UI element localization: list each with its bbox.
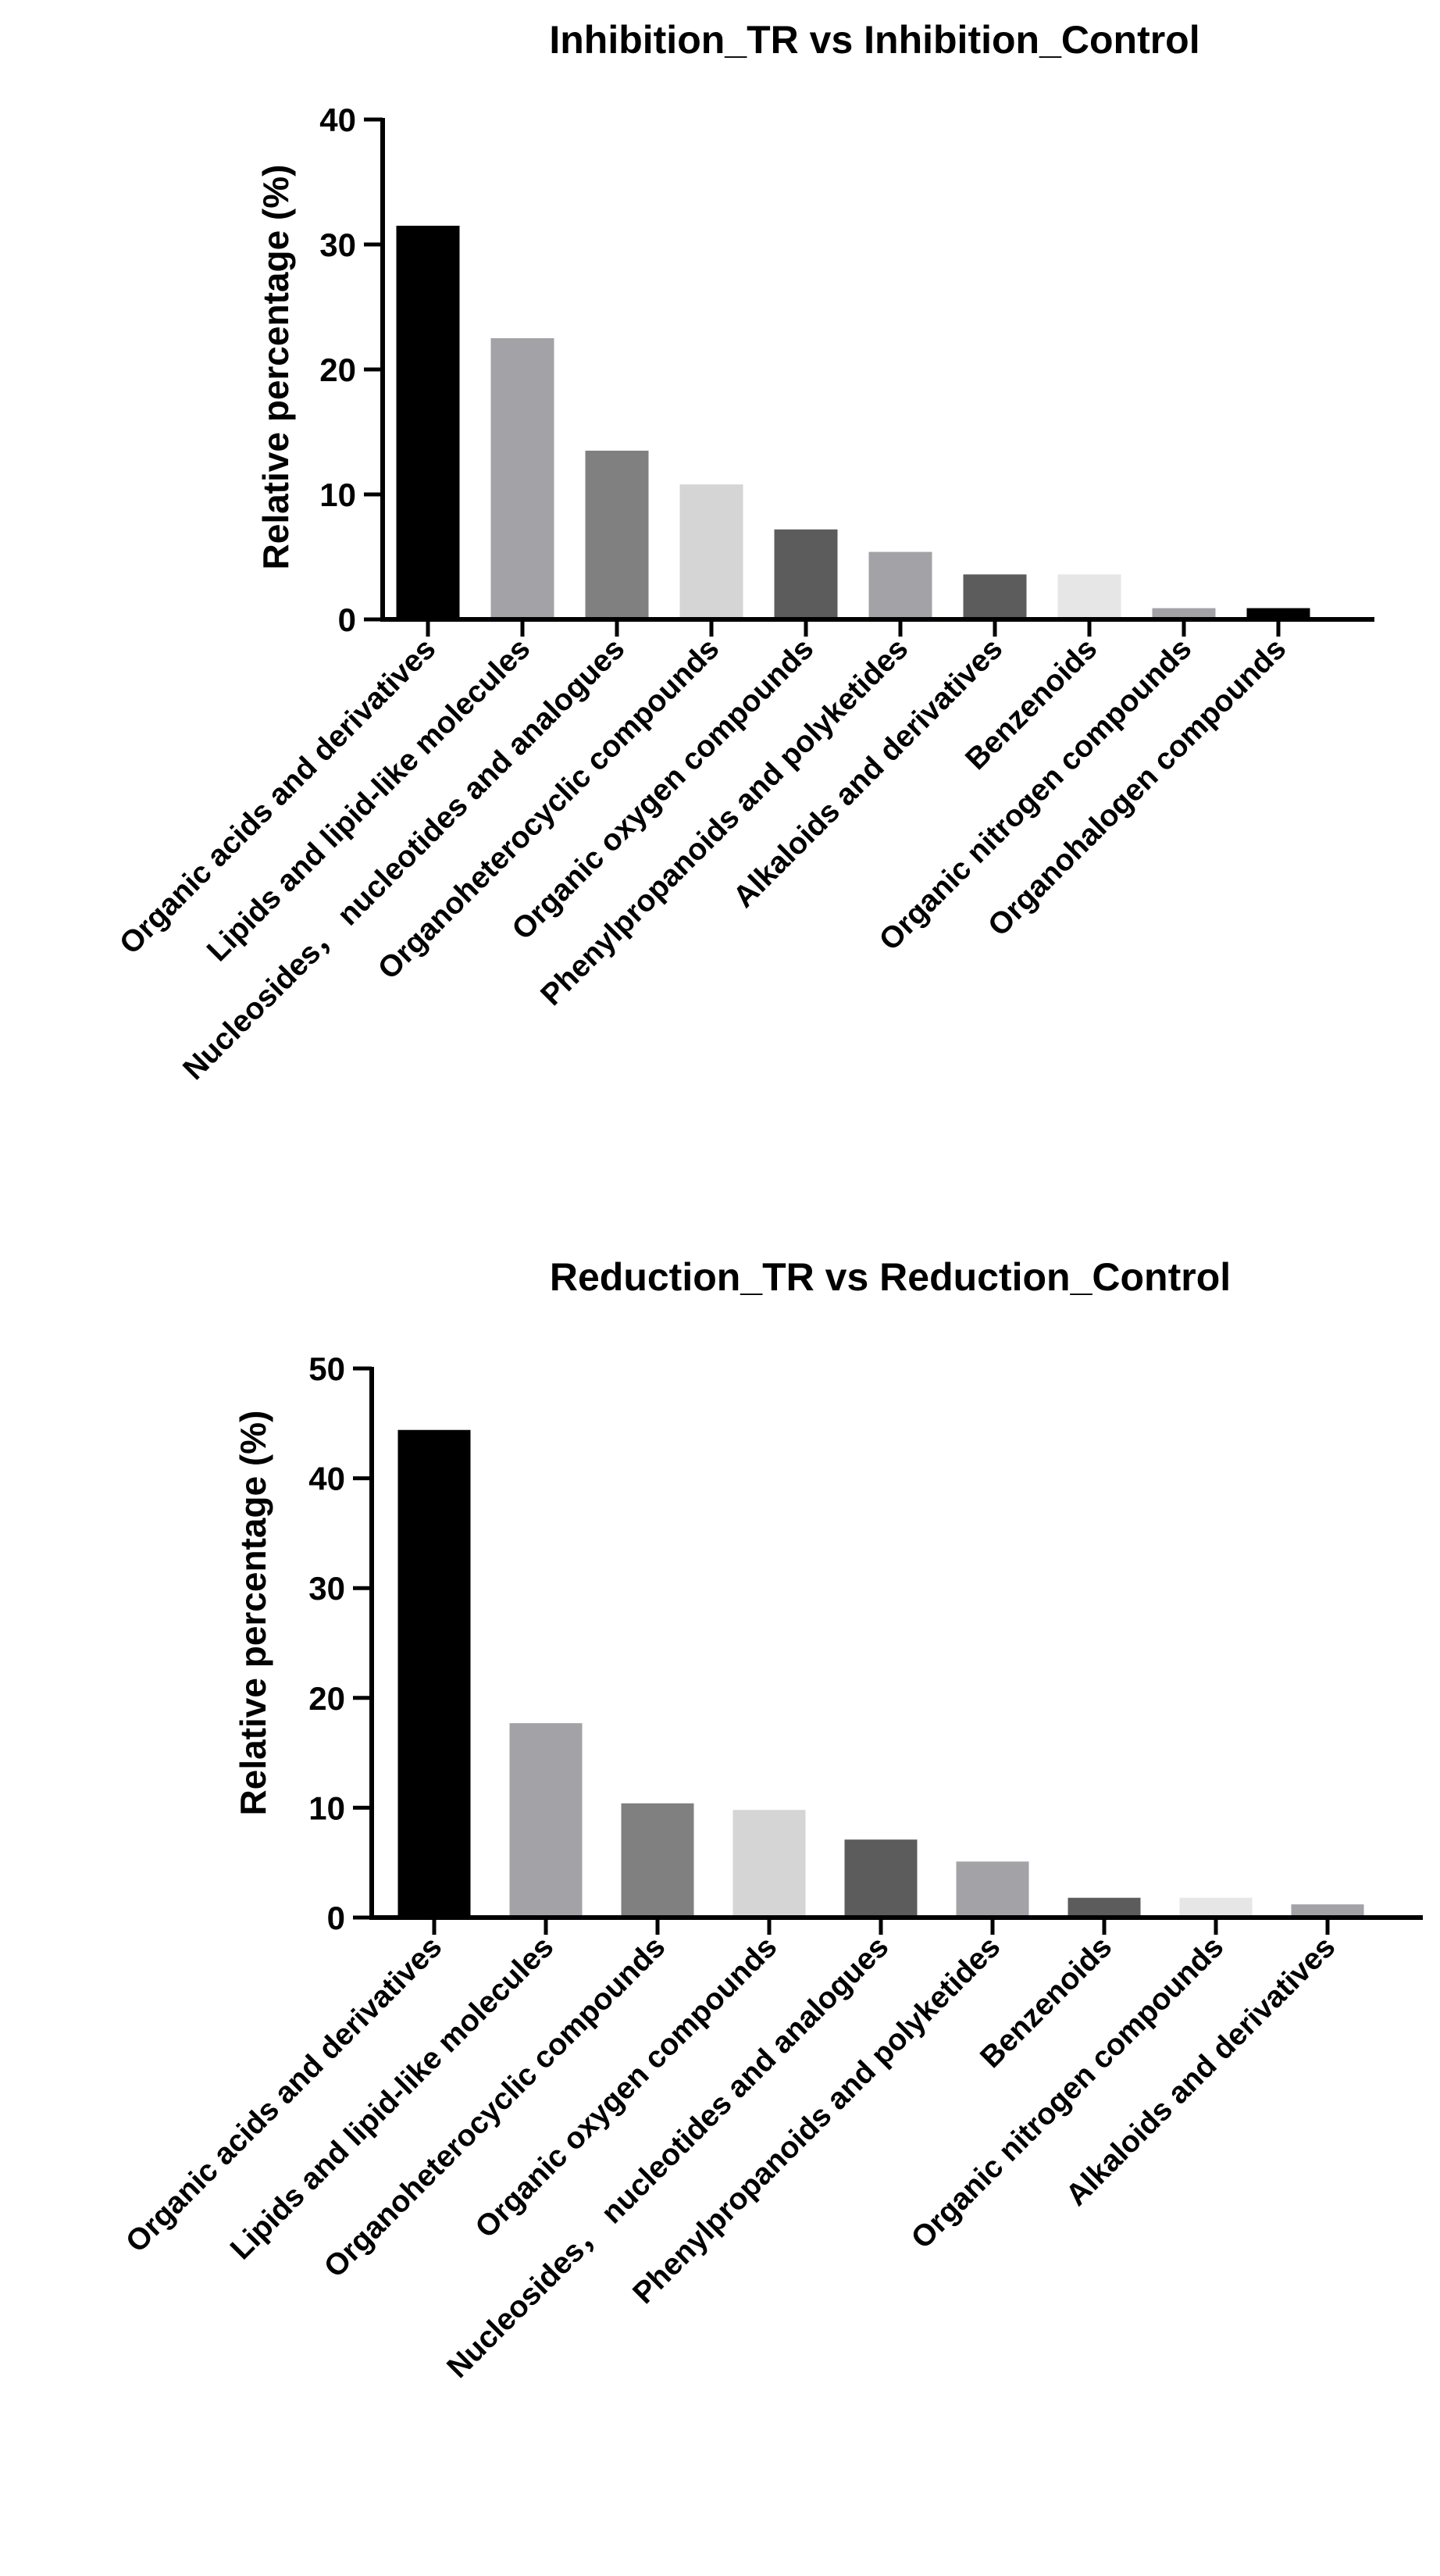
bar-3 [585,451,649,619]
x-category-label: Organoheterocyclic compounds [372,632,725,986]
y-axis-label: Relative percentage (%) [233,1411,273,1816]
bar-1 [397,1429,471,1918]
bar-9 [1152,608,1216,619]
y-tick-label: 30 [308,1570,345,1607]
y-tick-label: 20 [319,351,356,388]
bar-2 [509,1723,583,1918]
chart-title: Inhibition_TR vs Inhibition_Control [549,18,1199,62]
y-tick-label: 10 [308,1789,345,1826]
bar-6 [956,1861,1029,1918]
y-tick-label: 0 [338,601,356,638]
chart-title: Reduction_TR vs Reduction_Control [550,1255,1231,1299]
y-tick-label: 30 [319,227,356,263]
bar-5 [774,529,838,619]
x-category-label: Nucleosides， nucleotides and analogues [176,632,631,1086]
y-axis-label: Relative percentage (%) [255,165,296,570]
bar-8 [1179,1897,1253,1918]
bar-6 [868,551,932,619]
bar-1 [396,226,460,619]
bar-7 [1068,1897,1141,1918]
y-tick-label: 0 [327,1900,345,1936]
chart-reduction: Reduction_TR vs Reduction_Control Relati… [119,1255,1423,2385]
y-tick-label: 50 [308,1350,345,1387]
chart-inhibition: Inhibition_TR vs Inhibition_Control Rela… [113,18,1374,1086]
y-tick-label: 40 [308,1461,345,1497]
y-tick-label: 40 [319,102,356,138]
bar-7 [963,574,1027,619]
bar-2 [490,338,554,619]
bar-4 [732,1810,806,1918]
bar-5 [844,1839,918,1918]
bar-9 [1291,1904,1364,1918]
bar-8 [1057,574,1121,619]
bar-10 [1246,608,1310,619]
y-tick-label: 20 [308,1680,345,1717]
bar-4 [679,484,743,619]
bar-3 [621,1803,694,1918]
y-tick-label: 10 [319,476,356,513]
